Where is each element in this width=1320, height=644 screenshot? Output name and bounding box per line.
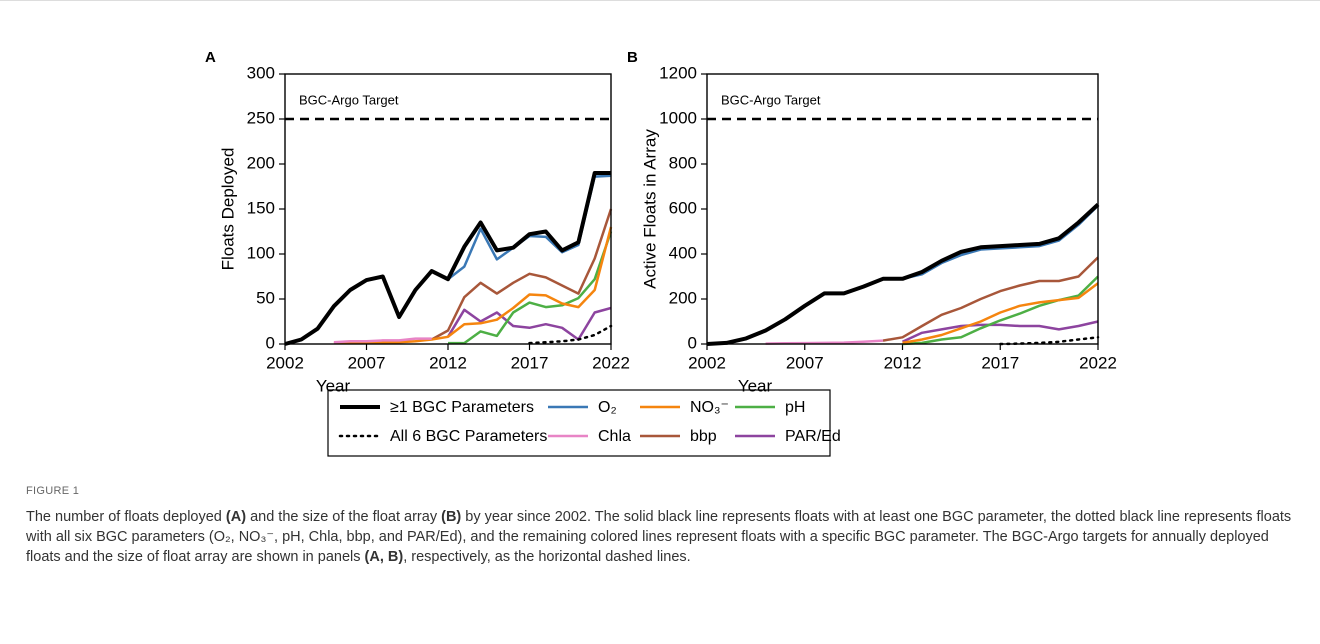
target-label: BGC-Argo Target (721, 92, 821, 107)
series-line (446, 306, 612, 341)
series-line (284, 174, 612, 346)
caption-part: The number of floats deployed (26, 509, 226, 525)
legend-label: Chla (598, 428, 631, 445)
series-line (528, 324, 613, 345)
y-tick-label: 1000 (659, 108, 697, 127)
legend-label: ≥1 BGC Parameters (390, 399, 534, 416)
series-line (882, 256, 1099, 342)
caption-label: FIGURE 1 (26, 485, 80, 497)
legend-box (327, 389, 831, 457)
y-tick-label: 200 (247, 153, 275, 172)
x-tick-label: 2022 (592, 353, 630, 372)
legend-label: All 6 BGC Parameters (390, 428, 547, 445)
series-line (902, 282, 1099, 345)
x-tick-label: 2017 (511, 353, 549, 372)
x-axis-label: Year (738, 376, 773, 395)
y-tick-label: 150 (247, 198, 275, 217)
x-tick-label: 2022 (1079, 353, 1117, 372)
caption: FIGURE 1 The number of floats deployed (… (26, 481, 1296, 567)
y-tick-label: 1200 (659, 63, 697, 82)
legend-label: O₂ (598, 399, 617, 416)
y-tick-label: 800 (669, 153, 697, 172)
y-axis-label: Active Floats in Array (640, 129, 659, 289)
series-line (765, 339, 884, 345)
caption-part: by year since 2002. The solid black line… (26, 509, 1292, 565)
caption-part: (B) (441, 509, 462, 525)
x-tick-label: 2017 (981, 353, 1019, 372)
series-line (706, 204, 1099, 346)
y-tick-label: 100 (247, 243, 275, 262)
series-line (333, 226, 613, 345)
y-axis-label: Floats Deployed (218, 148, 237, 271)
series-line (901, 320, 1099, 343)
legend-label: pH (785, 399, 805, 416)
panel-label: B (627, 49, 638, 66)
legend-label: PAR/Ed (785, 428, 841, 445)
caption-text: The number of floats deployed (A) and th… (26, 507, 1296, 567)
x-tick-label: 2012 (884, 353, 922, 372)
legend-label: bbp (690, 428, 717, 445)
x-tick-label: 2012 (429, 353, 467, 372)
panel-label: A (205, 49, 216, 66)
series-line (431, 208, 613, 341)
series-line (284, 171, 611, 346)
y-tick-label: 0 (688, 333, 697, 352)
x-tick-label: 2002 (688, 353, 726, 372)
series-line (999, 336, 1100, 346)
series-line (333, 337, 432, 344)
y-tick-label: 600 (669, 198, 697, 217)
chart-figure: A 0 50 100 150 200 250 300 2002 2007 2012 2017 2022 Y… (205, 49, 1117, 457)
series-line (448, 231, 613, 345)
target-label: BGC-Argo Target (299, 92, 399, 107)
y-tick-label: 0 (266, 333, 275, 352)
x-axis-label: Year (316, 376, 351, 395)
caption-part: , respectively, as the horizontal dashed… (403, 549, 691, 565)
x-tick-label: 2007 (786, 353, 824, 372)
y-tick-label: 300 (247, 63, 275, 82)
plot-frame (706, 73, 1099, 345)
y-tick-label: 250 (247, 108, 275, 127)
caption-part: (A) (225, 509, 247, 525)
caption-part: (A, B) (364, 549, 404, 565)
legend-label: NO₃⁻ (690, 399, 729, 416)
x-tick-label: 2007 (348, 353, 386, 372)
x-tick-label: 2002 (266, 353, 304, 372)
caption-part: and the size of the float array (246, 509, 442, 525)
series-line (706, 203, 1100, 346)
y-tick-label: 400 (669, 243, 697, 262)
plot-frame (284, 73, 612, 345)
y-tick-label: 200 (669, 288, 697, 307)
series-line (902, 275, 1099, 346)
y-tick-label: 50 (256, 288, 275, 307)
